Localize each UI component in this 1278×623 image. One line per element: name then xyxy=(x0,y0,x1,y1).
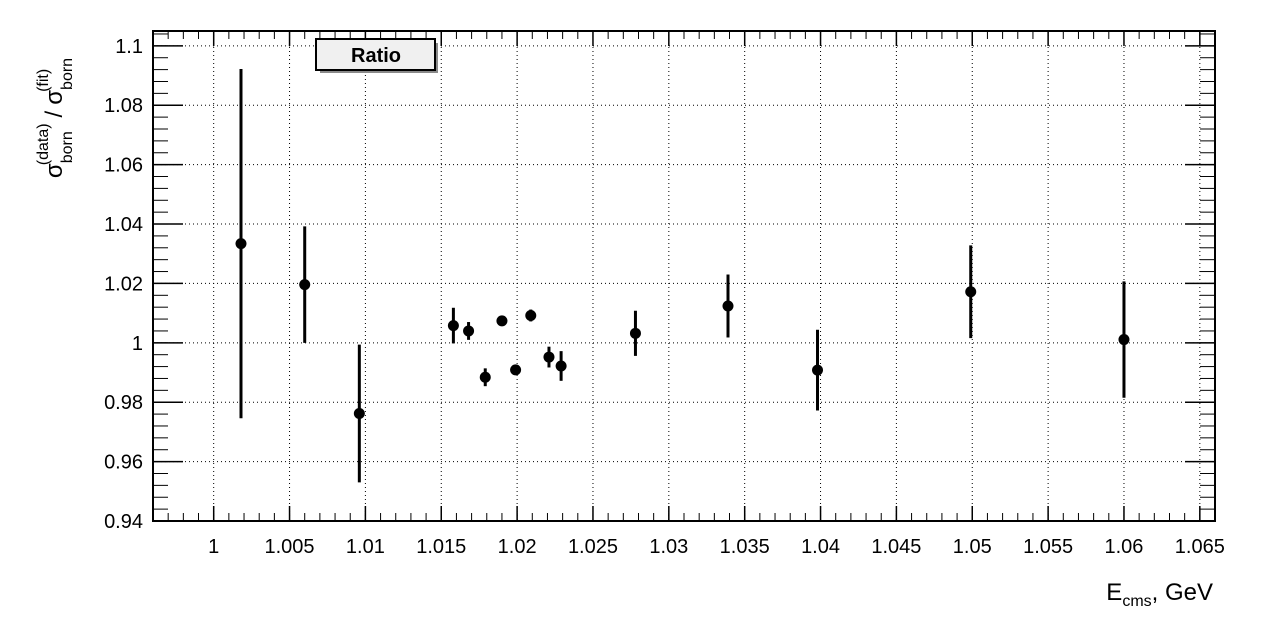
x-tick-label: 1.045 xyxy=(871,536,921,558)
x-tick-label: 1.04 xyxy=(801,536,840,558)
data-point xyxy=(629,310,641,356)
point-marker xyxy=(629,327,641,339)
data-point xyxy=(555,351,567,381)
x-tick-label: 1.065 xyxy=(1175,536,1225,558)
y-tick-label: 0.94 xyxy=(104,511,143,533)
x-tick-label: 1.02 xyxy=(498,536,537,558)
x-tick-label: 1.005 xyxy=(265,536,315,558)
y-axis-title: σborn(data)/σborn(fit) xyxy=(35,58,76,178)
data-point xyxy=(965,245,977,339)
plot-frame xyxy=(152,30,1216,522)
y-tick-label: 1.06 xyxy=(104,155,143,177)
data-point xyxy=(722,274,734,338)
axis-ticks xyxy=(152,31,1215,522)
point-marker xyxy=(510,364,522,376)
chart-title: Ratio xyxy=(351,45,401,67)
data-point xyxy=(463,322,475,340)
point-marker xyxy=(555,360,567,372)
point-marker xyxy=(447,320,459,332)
x-tick-label: 1.01 xyxy=(346,536,385,558)
point-marker xyxy=(299,279,311,291)
point-marker xyxy=(965,286,977,298)
y-tick-label: 1.1 xyxy=(115,36,143,58)
point-marker xyxy=(353,407,365,419)
grid xyxy=(153,31,1215,522)
x-tick-label: 1.05 xyxy=(953,536,992,558)
point-marker xyxy=(463,325,475,337)
y-tick-labels: 0.94 0.96 0.98 1 1.02 1.04 1.06 1.08 1.1 xyxy=(104,36,143,533)
point-marker xyxy=(812,364,824,376)
data-point xyxy=(510,364,522,376)
x-tick-label: 1.06 xyxy=(1105,536,1144,558)
data-points xyxy=(235,69,1130,483)
point-marker xyxy=(543,351,555,363)
y-tick-label: 0.98 xyxy=(104,392,143,414)
data-point xyxy=(479,368,491,387)
point-marker xyxy=(496,315,508,327)
x-tick-label: 1.015 xyxy=(416,536,466,558)
point-marker xyxy=(479,371,491,383)
y-tick-label: 1.04 xyxy=(104,214,143,236)
data-point xyxy=(299,226,311,343)
title-box: Ratio xyxy=(315,38,438,73)
x-tick-label: 1.055 xyxy=(1023,536,1073,558)
x-tick-labels: 1 1.005 1.01 1.015 1.02 1.025 1.03 1.035 1.04 1.0… xyxy=(208,536,1225,558)
x-tick-label: 1.025 xyxy=(568,536,618,558)
data-point xyxy=(447,307,459,344)
data-point xyxy=(353,344,365,483)
y-tick-label: 0.96 xyxy=(104,452,143,474)
y-tick-label: 1.02 xyxy=(104,273,143,295)
y-tick-label: 1 xyxy=(132,333,143,355)
point-marker xyxy=(235,238,247,250)
x-tick-label: 1.03 xyxy=(649,536,688,558)
point-marker xyxy=(1118,334,1130,346)
y-tick-label: 1.08 xyxy=(104,95,143,117)
data-point xyxy=(525,309,537,322)
data-point xyxy=(496,315,508,327)
data-point xyxy=(1118,281,1130,398)
x-tick-label: 1.035 xyxy=(720,536,770,558)
point-marker xyxy=(722,300,734,312)
x-tick-label: 1 xyxy=(208,536,219,558)
point-marker xyxy=(525,309,537,321)
svg-text:σborn(data)/σborn(fit): σborn(data)/σborn(fit) xyxy=(35,58,76,178)
data-point xyxy=(235,69,247,419)
data-point xyxy=(812,329,824,411)
data-point xyxy=(543,346,555,368)
x-axis-title: Ecms, GeV xyxy=(1106,579,1213,610)
